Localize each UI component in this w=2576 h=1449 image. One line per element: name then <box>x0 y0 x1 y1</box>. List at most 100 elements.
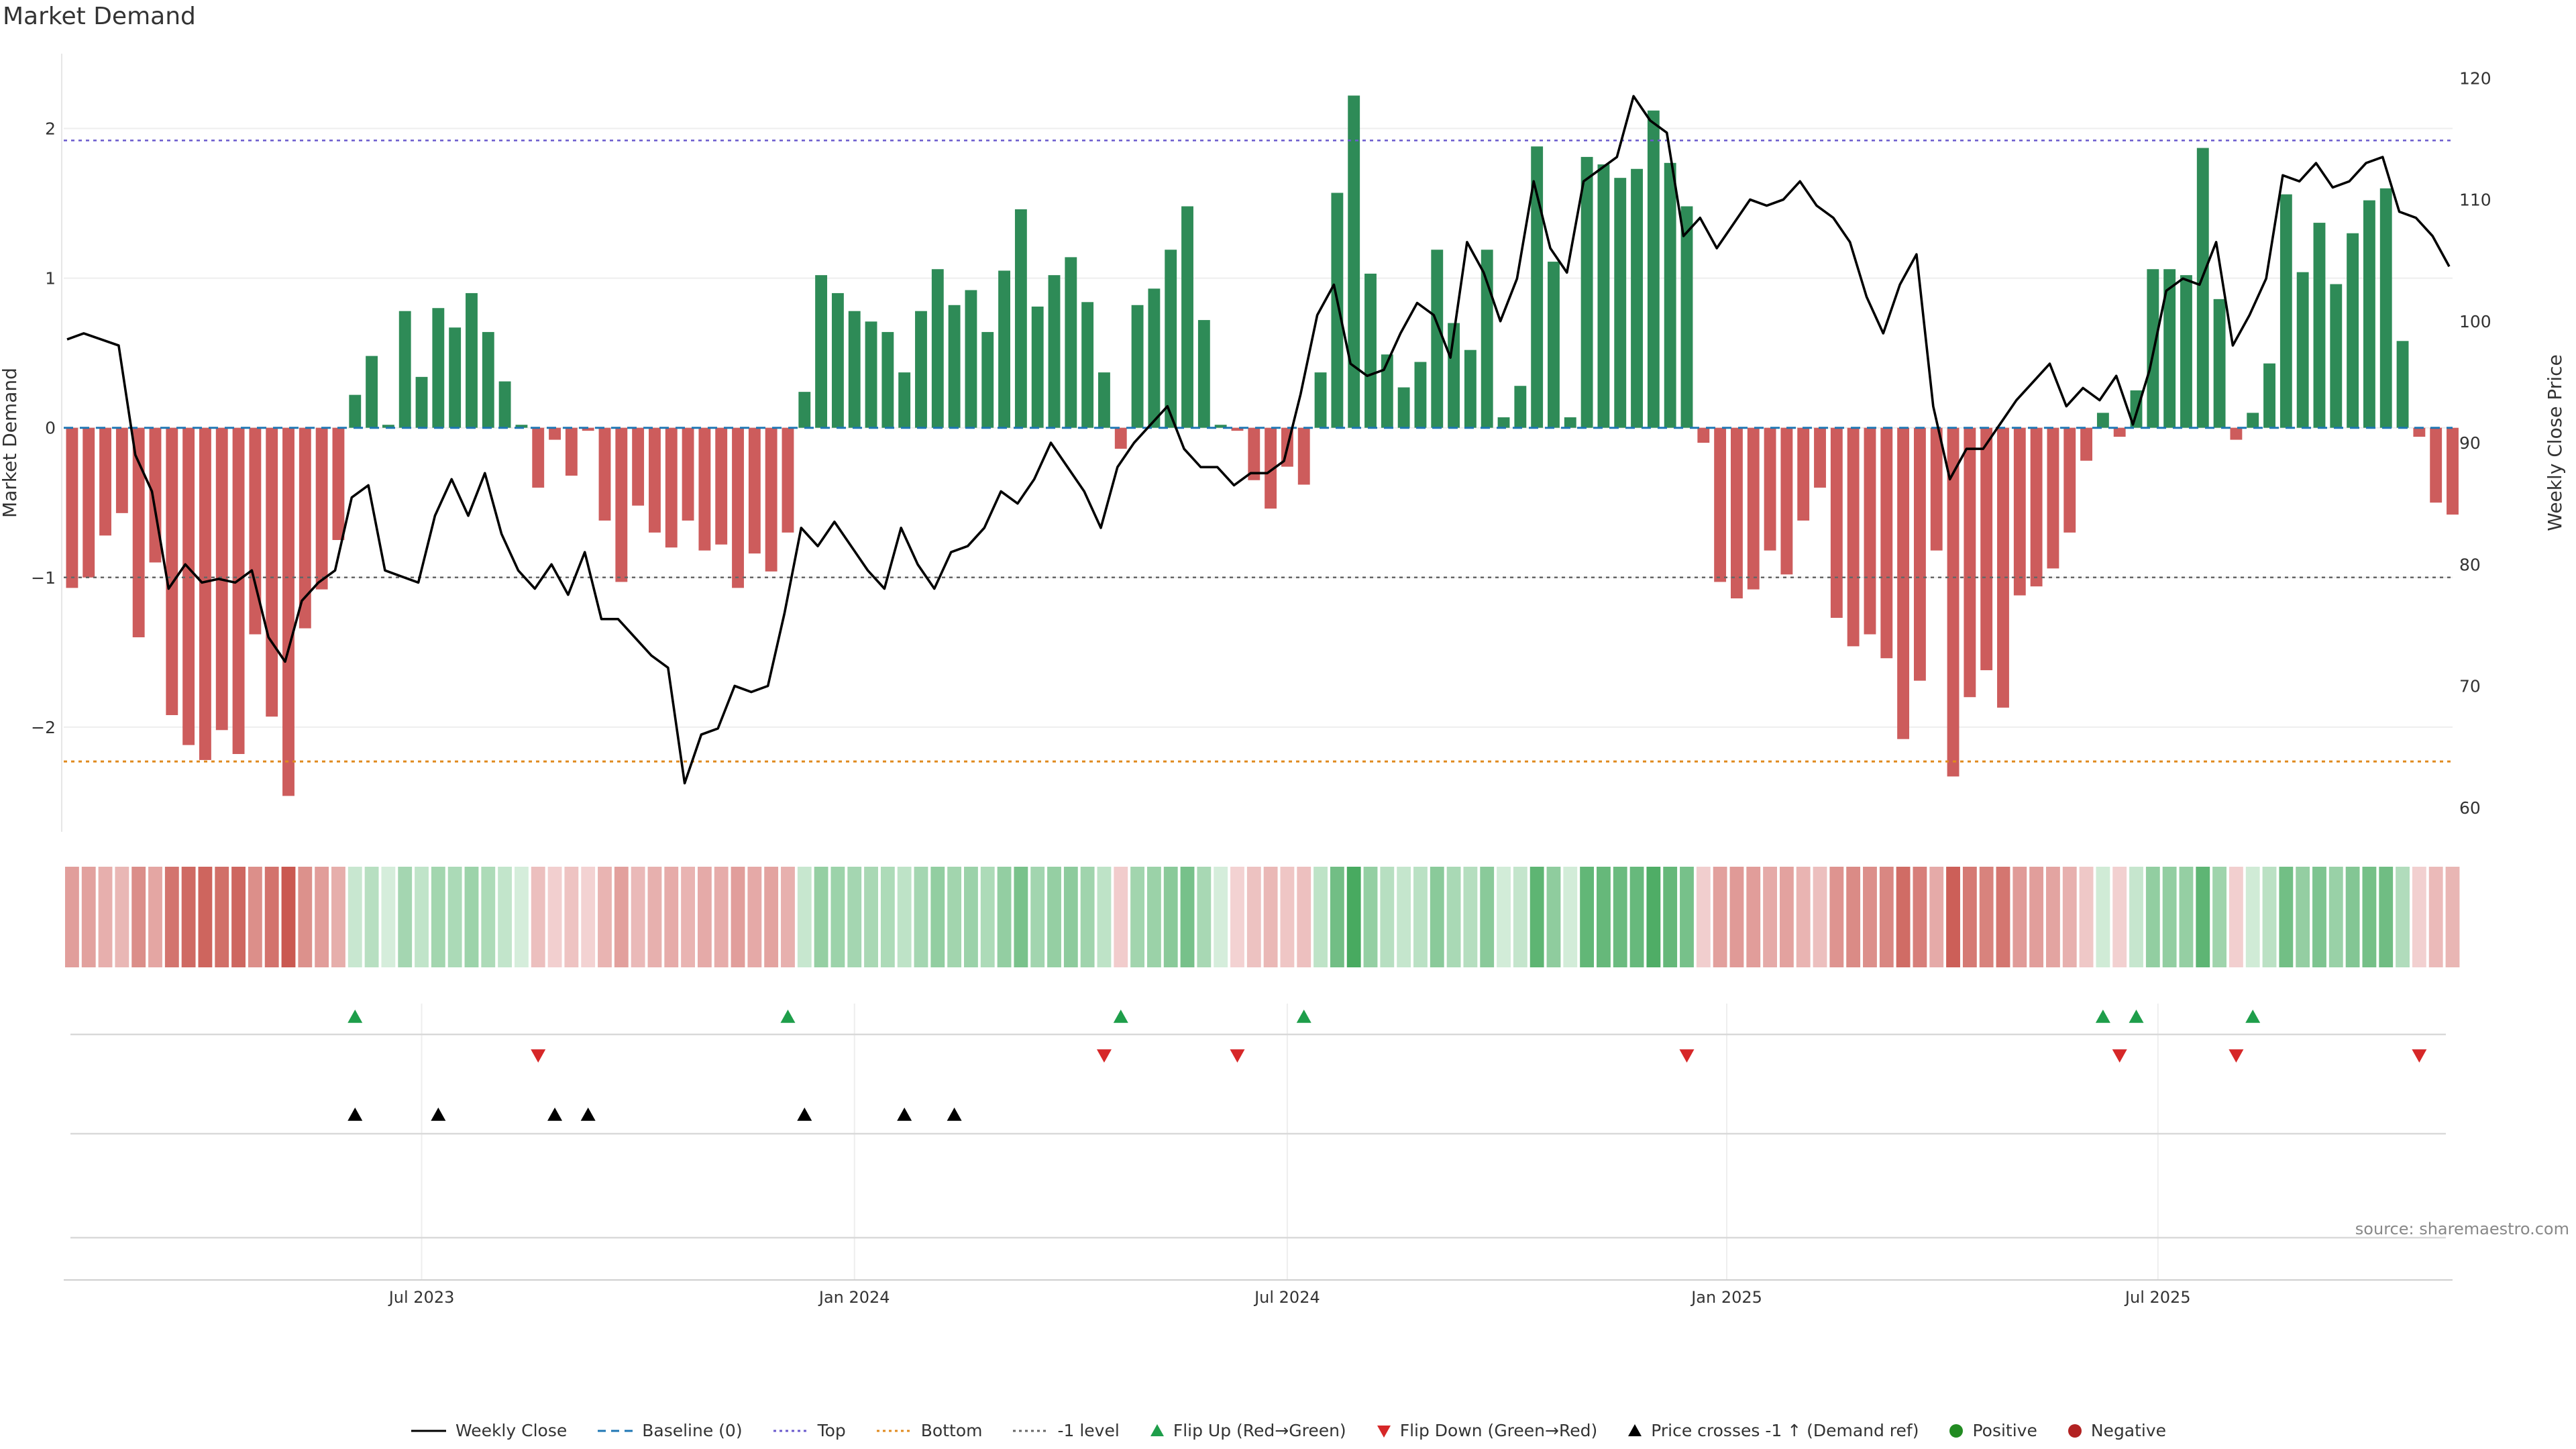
heat-strip-cell <box>2229 867 2243 967</box>
price-cross-marker <box>431 1108 446 1121</box>
demand-bar <box>2279 194 2292 428</box>
heat-strip-cell <box>847 867 862 967</box>
heat-strip-cell <box>231 867 246 967</box>
demand-bar <box>366 356 378 428</box>
demand-bar <box>66 427 78 588</box>
demand-bar <box>482 331 494 428</box>
heat-strip-cell <box>1946 867 1960 967</box>
demand-bar <box>515 425 528 428</box>
heat-strip-cell <box>731 867 745 967</box>
heat-strip-cell <box>681 867 695 967</box>
heat-strip-cell <box>2296 867 2310 967</box>
heat-strip-cell <box>1962 867 1977 967</box>
demand-bar <box>2363 200 2375 428</box>
legend-label: Weekly Close <box>455 1421 568 1440</box>
demand-bar <box>398 311 411 428</box>
demand-bar <box>349 394 362 428</box>
y-tick-label: 1 <box>45 269 56 288</box>
demand-bar <box>1431 250 1444 428</box>
heat-strip-cell <box>1696 867 1711 967</box>
flip-down-marker <box>2412 1049 2427 1063</box>
demand-bar <box>2163 269 2176 428</box>
demand-bar <box>1797 427 1810 521</box>
heat-strip-cell <box>264 867 279 967</box>
demand-bar <box>1114 427 1127 449</box>
heat-strip-cell <box>2079 867 2094 967</box>
legend: Weekly Close Baseline (0) Top Bottom -1 leve… <box>0 1421 2576 1440</box>
demand-bar <box>382 425 394 428</box>
demand-bar <box>1181 206 1193 428</box>
heat-strip-cell <box>381 867 396 967</box>
heat-strip-cell <box>1779 867 1794 967</box>
heat-strip-cell <box>1230 867 1244 967</box>
heat-strip-cell <box>947 867 962 967</box>
demand-bar <box>1980 427 1993 671</box>
heat-strip-cell <box>1214 867 1228 967</box>
demand-bar <box>682 427 694 521</box>
heat-strip-cell <box>1297 867 1311 967</box>
demand-bar <box>2030 427 2043 587</box>
heat-strip-cell <box>1513 867 1527 967</box>
heat-strip-cell <box>2112 867 2127 967</box>
heat-strip-cell <box>81 867 96 967</box>
demand-bar <box>549 427 561 440</box>
demand-bar <box>1481 250 1493 428</box>
demand-bar <box>798 392 811 428</box>
demand-bar <box>565 427 578 476</box>
heat-strip-cell <box>2445 867 2460 967</box>
heat-strip-cell <box>1114 867 1128 967</box>
demand-bar <box>1614 178 1627 428</box>
heat-strip-cell <box>331 867 345 967</box>
demand-bar <box>1764 427 1776 551</box>
legend-swatch <box>2068 1424 2082 1438</box>
demand-bar <box>732 427 744 588</box>
demand-bar <box>1314 372 1327 428</box>
heat-strip-cell <box>1746 867 1761 967</box>
heat-strip-cell <box>1280 867 1295 967</box>
heat-strip-cell <box>631 867 645 967</box>
weekly-close-line <box>66 95 2451 785</box>
demand-bar <box>1414 362 1427 428</box>
heat-strip-cell <box>797 867 812 967</box>
heat-strip-cell <box>431 867 445 967</box>
heat-strip-cell <box>364 867 379 967</box>
legend-item: Positive <box>1948 1421 2037 1440</box>
heat-strip-cell <box>747 867 762 967</box>
y2-tick-label: 110 <box>2459 191 2491 210</box>
legend-swatch <box>1628 1424 1642 1436</box>
demand-bar <box>2230 427 2243 440</box>
heat-strip-cell <box>164 867 179 967</box>
legend-label: Negative <box>2090 1421 2167 1440</box>
demand-bar <box>1297 427 1310 485</box>
demand-bar <box>748 427 761 554</box>
chart-title: Market Demand <box>3 3 196 30</box>
flip-up-marker <box>2129 1010 2144 1023</box>
heat-strip-cell <box>781 867 795 967</box>
legend-swatch <box>1013 1430 1049 1432</box>
demand-bar <box>532 427 545 488</box>
flip-down-marker <box>1096 1049 1112 1063</box>
flip-down-marker <box>531 1049 546 1063</box>
heat-strip-cell <box>1813 867 1827 967</box>
demand-bar <box>2196 148 2209 428</box>
flip-down-marker <box>2229 1049 2244 1063</box>
legend-label: Top <box>817 1421 846 1440</box>
heat-strip-cell <box>1263 867 1278 967</box>
demand-bar <box>2396 341 2409 428</box>
demand-bar <box>915 311 927 428</box>
legend-item: Negative <box>2067 1421 2166 1440</box>
heat-strip-cell <box>1047 867 1061 967</box>
legend-label: Positive <box>1972 1421 2037 1440</box>
legend-item: -1 level <box>1012 1421 1120 1440</box>
heat-strip-cell <box>98 867 113 967</box>
demand-bar <box>931 269 944 428</box>
heat-strip-cell <box>964 867 978 967</box>
heat-strip-cell <box>997 867 1012 967</box>
demand-bar <box>1197 320 1210 428</box>
demand-bar <box>2379 188 2392 428</box>
demand-bar <box>1464 350 1477 428</box>
demand-bar <box>1131 305 1144 428</box>
heat-strip-cell <box>1879 867 1894 967</box>
heat-strip-cell <box>2345 867 2360 967</box>
heat-strip-cell <box>498 867 513 967</box>
